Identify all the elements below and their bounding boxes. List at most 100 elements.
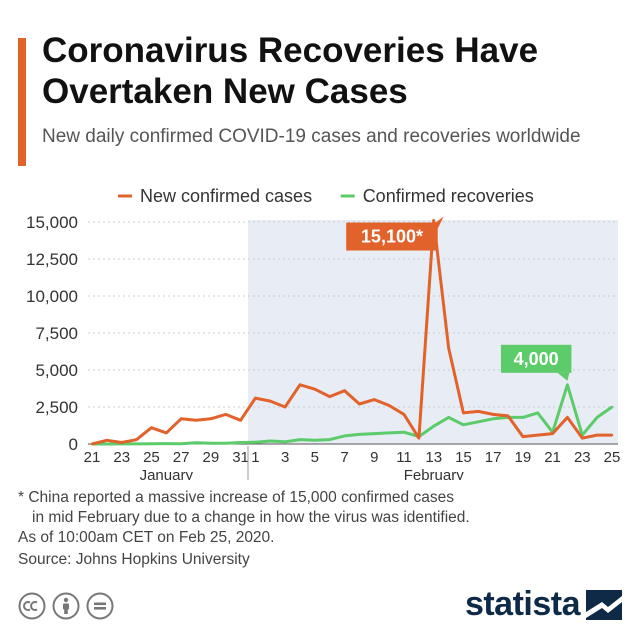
x-tick-label: 17 [485,449,502,466]
source-note: Source: Johns Hopkins University [18,551,250,568]
data-point-1 [283,440,287,443]
callout-1: 4,000 [500,344,572,381]
callout-box [346,222,438,251]
data-point-0 [254,396,257,400]
data-point-1 [298,438,302,441]
y-tick-label: 10,000 [26,287,78,306]
data-point-0 [373,398,376,401]
data-point-1 [447,416,450,419]
data-point-1 [462,423,465,426]
data-point-0 [447,346,450,349]
x-tick-label: 7 [340,449,348,466]
y-tick-label: 15,000 [26,213,78,232]
line-chart: New confirmed cases Confirmed recoveries 0… [26,186,620,480]
data-point-1 [566,383,569,386]
data-point-0 [610,433,614,437]
y-tick-label: 7,500 [35,324,78,343]
callout-label: 15,100* [361,227,423,247]
footnote-line: * China reported a massive increase of 1… [18,489,454,506]
series-line-0 [91,219,612,446]
x-tick-label: 25 [143,449,160,466]
data-point-1 [595,416,599,419]
data-point-0 [343,389,346,392]
attribution-icon[interactable] [52,592,80,620]
data-point-1 [343,434,346,438]
month-label: January [140,467,194,480]
data-point-0 [477,410,480,413]
data-point-1 [328,438,331,441]
data-point-0 [269,399,272,403]
y-tick-label: 5,000 [35,361,78,380]
data-point-1 [610,405,614,409]
x-tick-label: 19 [515,449,532,466]
x-tick-label: 11 [396,449,412,466]
footnote-line: As of 10:00am CET on Feb 25, 2020. [18,529,275,546]
x-tick-label: 23 [113,449,130,466]
no-derivatives-icon[interactable] [86,592,114,620]
brand-name[interactable]: statista [464,585,581,623]
data-point-0 [90,442,94,446]
data-point-0 [298,383,302,386]
data-point-0 [581,436,584,440]
x-tick-label: 27 [173,449,190,466]
data-point-0 [179,417,183,421]
data-point-1 [105,442,109,446]
callout-pointer [557,372,570,381]
legend-label-0: New confirmed cases [140,186,312,206]
data-point-0 [150,426,153,429]
callout-box [500,344,572,373]
data-point-0 [521,435,525,438]
february-shaded-region [248,220,618,444]
creative-commons-icon[interactable] [18,592,46,620]
data-point-1 [150,442,153,445]
data-point-1 [165,442,168,445]
x-tick-label: 5 [311,449,319,466]
data-point-1 [269,439,272,443]
x-tick-label: 23 [574,449,591,466]
callout-label: 4,000 [514,349,559,369]
x-tick-label: 9 [370,449,378,466]
x-tick-label: 31 [232,449,249,466]
data-point-0 [328,395,331,398]
series-line-1 [92,383,613,446]
data-point-0 [417,436,421,440]
x-tick-label: 13 [425,449,442,466]
data-point-1 [373,432,376,435]
page-title: Coronavirus Recoveries Have Overtaken Ne… [42,31,539,111]
data-point-1 [313,439,317,442]
data-point-0 [536,433,539,437]
x-tick-label: 3 [281,449,289,466]
data-point-1 [239,441,242,444]
x-tick-label: 29 [203,449,220,466]
callout-0: 15,100* [346,216,444,251]
y-tick-label: 12,500 [26,250,78,269]
data-point-0 [283,405,287,409]
data-point-0 [462,411,465,415]
data-point-0 [402,413,406,416]
data-point-1 [477,420,480,423]
data-point-0 [135,438,138,441]
data-point-0 [566,416,569,419]
data-point-0 [432,219,435,222]
data-point-1 [194,441,198,444]
data-point-0 [313,388,317,391]
data-point-0 [105,439,109,442]
data-point-0 [165,431,168,435]
data-point-0 [551,432,554,435]
data-point-1 [536,411,539,415]
x-tick-label: 15 [455,449,472,466]
x-tick-label: 21 [544,449,561,466]
data-point-0 [506,414,510,418]
y-tick-label: 0 [69,435,78,454]
data-point-0 [358,402,361,406]
data-point-1 [521,416,525,419]
data-point-1 [358,433,361,436]
data-point-1 [387,431,391,435]
footnote-line: in mid February due to a change in how t… [32,509,470,526]
data-point-0 [120,441,123,444]
data-point-1 [135,442,138,446]
data-point-1 [224,442,227,445]
data-point-1 [254,441,257,444]
statista-logo-icon[interactable] [586,589,622,620]
data-point-1 [179,442,183,445]
